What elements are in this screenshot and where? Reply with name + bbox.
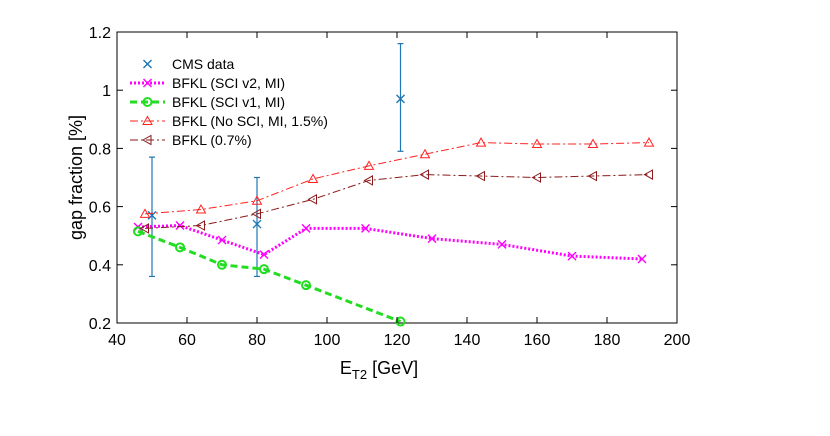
- error-bar: [397, 43, 404, 152]
- error-bar: [149, 156, 155, 278]
- series-line: [137, 224, 643, 261]
- data-point: [301, 280, 311, 291]
- data-point: [142, 97, 153, 107]
- data-point: [143, 59, 152, 69]
- y-tick-label: 0.8: [89, 141, 111, 158]
- x-axis-title-subscript: T2: [352, 367, 367, 382]
- x-tick-label: 60: [178, 332, 196, 349]
- series-2: [133, 226, 406, 327]
- x-tick-label: 160: [524, 332, 551, 349]
- x-tick-label: 200: [664, 332, 691, 349]
- data-point: [396, 94, 405, 104]
- data-point: [363, 175, 373, 186]
- legend-item: BFKL (No SCI, MI, 1.5%): [130, 113, 328, 129]
- data-point: [139, 208, 151, 218]
- series-0: [147, 43, 405, 278]
- series-line: [144, 174, 650, 229]
- data-point: [195, 220, 205, 231]
- y-tick-label: 0.2: [89, 316, 111, 333]
- legend-item: BFKL (0.7%): [130, 132, 252, 148]
- data-point: [175, 242, 185, 253]
- data-layer: [133, 43, 655, 327]
- data-point: [259, 250, 269, 260]
- data-point: [587, 170, 597, 182]
- data-point: [531, 138, 543, 149]
- axes-layer: 40 60 80 100 120 140 160 180 200 0.2 0.4 0.6 0.8 1 1.2…: [66, 25, 690, 382]
- x-tick-label: 80: [248, 332, 266, 349]
- data-point: [147, 210, 157, 220]
- y-tick-label: 0.6: [89, 200, 111, 217]
- data-point: [643, 137, 655, 147]
- x-tick-label: 40: [108, 332, 126, 349]
- data-point: [307, 193, 317, 205]
- data-point: [252, 219, 262, 229]
- data-point: [301, 223, 311, 233]
- data-point: [419, 169, 429, 180]
- legend-label: BFKL (SCI v2, MI): [172, 75, 285, 91]
- data-point: [587, 138, 599, 149]
- data-point: [141, 134, 152, 146]
- legend-item: CMS data: [143, 56, 234, 72]
- data-point: [139, 223, 149, 234]
- legend-label: BFKL (SCI v1, MI): [172, 94, 285, 110]
- data-point: [142, 115, 153, 125]
- data-point: [217, 259, 227, 270]
- x-axis-title-unit: [GeV]: [372, 358, 418, 378]
- series-line: [137, 229, 402, 323]
- data-point: [567, 251, 577, 261]
- x-tick-label: 100: [314, 332, 341, 349]
- data-point: [419, 148, 431, 159]
- series-line: [144, 142, 650, 215]
- legend-item: BFKL (SCI v1, MI): [130, 94, 285, 110]
- y-tick-label: 1.2: [89, 25, 111, 42]
- legend-label: BFKL (No SCI, MI, 1.5%): [172, 113, 328, 129]
- series-3: [139, 137, 655, 218]
- data-point: [307, 173, 319, 183]
- data-point: [497, 239, 507, 249]
- x-tick-label: 120: [384, 332, 411, 349]
- legend-label: BFKL (0.7%): [172, 132, 252, 148]
- data-point: [427, 234, 437, 244]
- y-axis-title: gap fraction [%]: [66, 115, 86, 240]
- data-point: [475, 137, 487, 147]
- data-point: [531, 172, 541, 183]
- x-axis-title-main: E: [340, 358, 352, 378]
- data-point: [175, 221, 185, 231]
- series-1: [133, 221, 647, 264]
- x-tick-label: 180: [594, 332, 621, 349]
- y-tick-label: 1: [102, 83, 111, 100]
- legend-item: BFKL (SCI v2, MI): [130, 75, 285, 91]
- x-tick-label: 140: [454, 332, 481, 349]
- legend-label: CMS data: [172, 56, 234, 72]
- y-tick-label: 0.4: [89, 258, 111, 275]
- data-point: [637, 254, 647, 264]
- series-4: [139, 169, 653, 234]
- data-point: [133, 226, 143, 237]
- data-point: [363, 160, 375, 170]
- legend: CMS data BFKL (SCI v2, MI) BFKL (SCI v1, M…: [130, 56, 328, 148]
- data-point: [361, 223, 370, 233]
- data-point: [143, 78, 152, 88]
- data-point: [217, 235, 227, 245]
- data-point: [259, 264, 269, 275]
- data-point: [475, 170, 485, 182]
- data-point: [251, 208, 261, 220]
- x-axis-title: ET2 [GeV]: [340, 358, 418, 382]
- data-point: [251, 195, 263, 205]
- data-point: [643, 169, 653, 180]
- data-point: [195, 203, 207, 214]
- error-bar: [254, 176, 260, 278]
